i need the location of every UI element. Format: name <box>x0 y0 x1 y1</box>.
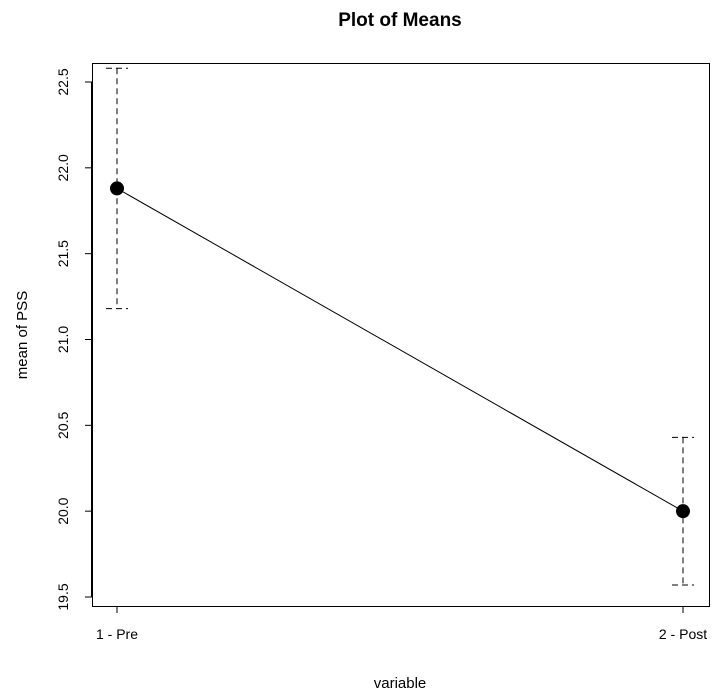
y-tick-label: 21.5 <box>55 240 71 267</box>
y-tick-label: 22.5 <box>55 68 71 95</box>
x-axis-label: variable <box>374 675 427 692</box>
x-tick-label: 2 - Post <box>659 626 707 642</box>
y-tick-label: 19.5 <box>55 583 71 610</box>
y-tick-label: 20.5 <box>55 411 71 438</box>
means-line <box>116 187 684 512</box>
y-tick-label: 22.0 <box>55 154 71 181</box>
plot-frame <box>92 63 710 607</box>
y-axis-label: mean of PSS <box>14 291 31 379</box>
y-tick-label: 21.0 <box>55 326 71 353</box>
mean-point <box>110 181 124 196</box>
mean-point <box>676 504 690 519</box>
y-axis: 19.5 20.0 20.5 21.0 21.5 22.0 22.5 <box>55 68 92 611</box>
x-axis: 1 - Pre 2 - Post <box>96 606 707 642</box>
x-tick-label: 1 - Pre <box>96 626 138 642</box>
y-tick-label: 20.0 <box>55 497 71 524</box>
chart-title: Plot of Means <box>338 10 462 31</box>
data-marks <box>106 67 694 586</box>
